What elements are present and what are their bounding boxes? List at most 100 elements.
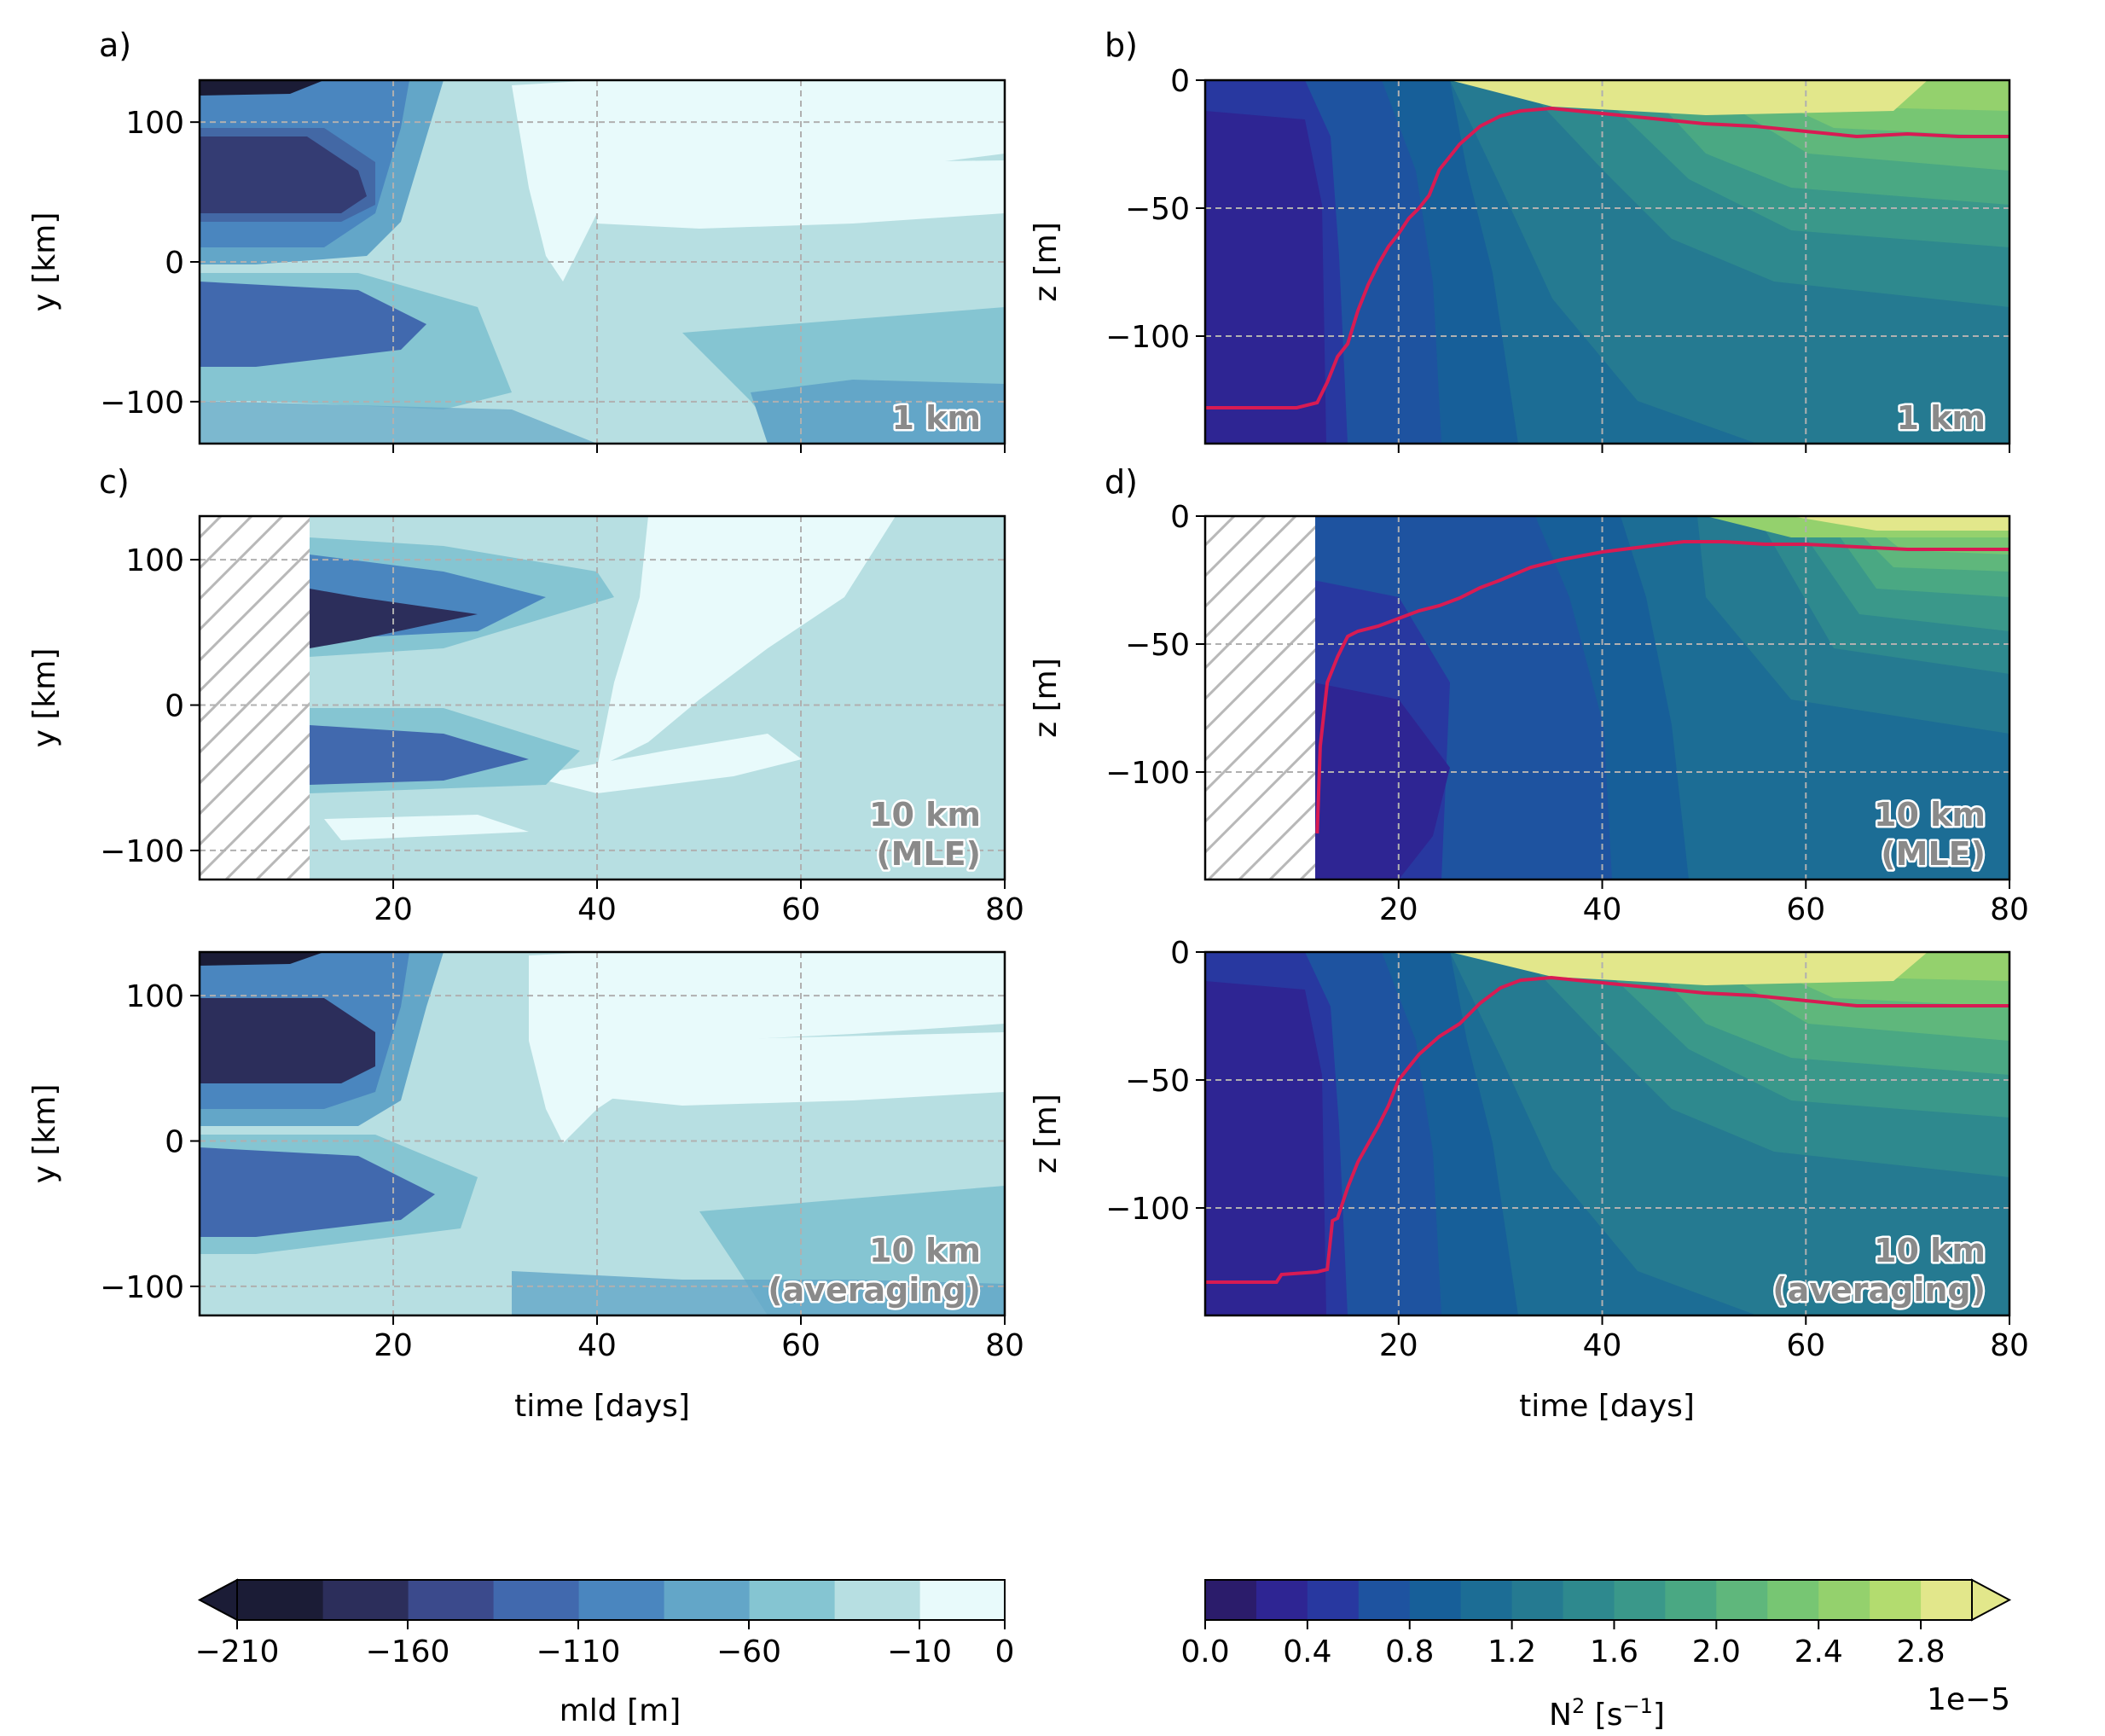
colorbar-n2-segment bbox=[1205, 1580, 1257, 1620]
y-tick-label: −50 bbox=[1125, 192, 1190, 227]
axes-frame bbox=[1203, 950, 2011, 1317]
mld-line-series bbox=[1205, 975, 2009, 1284]
panel-b-n2-1km bbox=[1205, 80, 2009, 444]
x-tick-label: 40 bbox=[577, 1328, 617, 1363]
colorbar-n2-tick-label: 2.0 bbox=[1692, 1634, 1741, 1669]
panel-letter-b: b) bbox=[1105, 26, 1138, 64]
colorbar-n2-segment bbox=[1460, 1580, 1513, 1620]
colorbar-mld-segment bbox=[664, 1580, 750, 1620]
panel-d-n2-10km-mle bbox=[1205, 516, 2009, 880]
panel-letter-d: d) bbox=[1105, 463, 1138, 501]
axes-frame bbox=[1203, 514, 2011, 881]
colorbar-mld-tick-label: −60 bbox=[716, 1634, 781, 1669]
panel-annotation: 10 km bbox=[1874, 796, 1986, 833]
panel-annotation: (MLE) bbox=[1881, 835, 1986, 873]
colorbar-n2-frame bbox=[1204, 1579, 1973, 1621]
colorbar-n2-tick-label: 1.6 bbox=[1590, 1634, 1638, 1669]
colorbar-n2-tick-label: 0.0 bbox=[1180, 1634, 1229, 1669]
x-tick-label: 80 bbox=[985, 892, 1024, 927]
panel-annotation: (MLE) bbox=[876, 835, 981, 873]
x-axis-label-right: time [days] bbox=[1519, 1389, 1695, 1424]
x-tick-label: 80 bbox=[1990, 892, 2029, 927]
colorbar-n2-segment bbox=[1255, 1580, 1308, 1620]
y-tick-label: −50 bbox=[1125, 628, 1190, 663]
y-tick-label: 100 bbox=[125, 543, 184, 578]
colorbar-n2-segment bbox=[1665, 1580, 1717, 1620]
axes-frame bbox=[198, 514, 1006, 881]
x-tick-label: 40 bbox=[1583, 892, 1622, 927]
panel-annotation: 10 km bbox=[1874, 1232, 1986, 1269]
y-axis-label: y [km] bbox=[27, 212, 62, 312]
colorbar-mld-tick-label: 0 bbox=[995, 1634, 1015, 1669]
colorbar-mld-tick-label: −10 bbox=[887, 1634, 952, 1669]
y-axis-label: z [m] bbox=[1029, 222, 1064, 302]
x-tick-label: 80 bbox=[985, 1328, 1024, 1363]
y-tick-label: −50 bbox=[1125, 1064, 1190, 1099]
panel-e-mld-10km-averaging bbox=[200, 952, 1005, 1315]
y-tick-label: 0 bbox=[165, 689, 184, 724]
y-axis-label: y [km] bbox=[27, 648, 62, 748]
x-axis-label-left: time [days] bbox=[514, 1389, 690, 1424]
colorbar-n2-segment bbox=[1307, 1580, 1360, 1620]
colorbar-n2-segment bbox=[1563, 1580, 1615, 1620]
colorbar-mld-segment bbox=[237, 1580, 323, 1620]
colorbar-n2-segment bbox=[1818, 1580, 1870, 1620]
y-tick-label: −100 bbox=[100, 834, 184, 869]
colorbar-mld-segment bbox=[408, 1580, 494, 1620]
colorbar-n2-tick-label: 2.8 bbox=[1896, 1634, 1945, 1669]
x-tick-label: 60 bbox=[1786, 1328, 1825, 1363]
y-tick-label: −100 bbox=[1105, 1192, 1190, 1227]
colorbar-right-offset: 1e−5 bbox=[1927, 1682, 2010, 1717]
colorbar-mld-tick-label: −160 bbox=[366, 1634, 450, 1669]
panel-letter-a: a) bbox=[99, 26, 131, 64]
y-tick-label: −100 bbox=[100, 1270, 184, 1305]
y-tick-label: 100 bbox=[125, 979, 184, 1014]
colorbar-n2-segment bbox=[1358, 1580, 1411, 1620]
colorbar-mld-segment bbox=[493, 1580, 579, 1620]
colorbar-mld-tick-label: −210 bbox=[195, 1634, 280, 1669]
panel-annotation: 10 km bbox=[869, 796, 981, 833]
x-tick-label: 20 bbox=[1379, 892, 1418, 927]
y-tick-label: −100 bbox=[1105, 320, 1190, 355]
colorbar-n2-segment bbox=[1921, 1580, 1973, 1620]
colorbar-mld-segment bbox=[578, 1580, 664, 1620]
panel-annotation: (averaging) bbox=[1772, 1271, 1986, 1309]
colorbar-n2-segment bbox=[1409, 1580, 1462, 1620]
x-tick-label: 60 bbox=[1786, 892, 1825, 927]
panel-annotation: 1 km bbox=[1896, 399, 1986, 437]
colorbar-n2-tick-label: 2.4 bbox=[1795, 1634, 1843, 1669]
axes-frame bbox=[198, 950, 1006, 1317]
colorbar-n2-tick-label: 0.4 bbox=[1283, 1634, 1331, 1669]
colorbar-left-label: mld [m] bbox=[560, 1693, 681, 1728]
y-tick-label: 0 bbox=[165, 1125, 184, 1160]
x-tick-label: 20 bbox=[374, 892, 413, 927]
x-tick-label: 40 bbox=[577, 892, 617, 927]
panel-annotation: 1 km bbox=[891, 399, 981, 437]
y-axis-label: y [km] bbox=[27, 1084, 62, 1184]
y-tick-label: −100 bbox=[1105, 756, 1190, 791]
colorbar-mld-segment bbox=[919, 1580, 1006, 1620]
panel-annotation: (averaging) bbox=[768, 1271, 981, 1309]
colorbar-mld-frame bbox=[236, 1579, 1006, 1621]
colorbar-n2-extend-triangle bbox=[1971, 1578, 2012, 1622]
colorbar-mld-tick-label: −110 bbox=[536, 1634, 621, 1669]
y-axis-label: z [m] bbox=[1029, 658, 1064, 738]
colorbar-mld-segment bbox=[749, 1580, 835, 1620]
y-tick-label: 0 bbox=[1170, 936, 1190, 971]
x-tick-label: 20 bbox=[1379, 1328, 1418, 1363]
colorbar-n2-tick-label: 0.8 bbox=[1385, 1634, 1434, 1669]
x-tick-label: 20 bbox=[374, 1328, 413, 1363]
panel-letter-c: c) bbox=[99, 463, 130, 501]
colorbar-n2-segment bbox=[1767, 1580, 1819, 1620]
y-tick-label: 100 bbox=[125, 106, 184, 141]
x-tick-label: 60 bbox=[781, 892, 821, 927]
x-tick-label: 40 bbox=[1583, 1328, 1622, 1363]
colorbar-n2-segment bbox=[1870, 1580, 1922, 1620]
panel-annotation: 10 km bbox=[869, 1232, 981, 1269]
mld-line-series bbox=[1205, 106, 2009, 409]
colorbar-n2-segment bbox=[1716, 1580, 1768, 1620]
y-tick-label: 0 bbox=[1170, 500, 1190, 535]
y-tick-label: 0 bbox=[165, 246, 184, 281]
panel-f-n2-10km-averaging bbox=[1205, 952, 2009, 1315]
